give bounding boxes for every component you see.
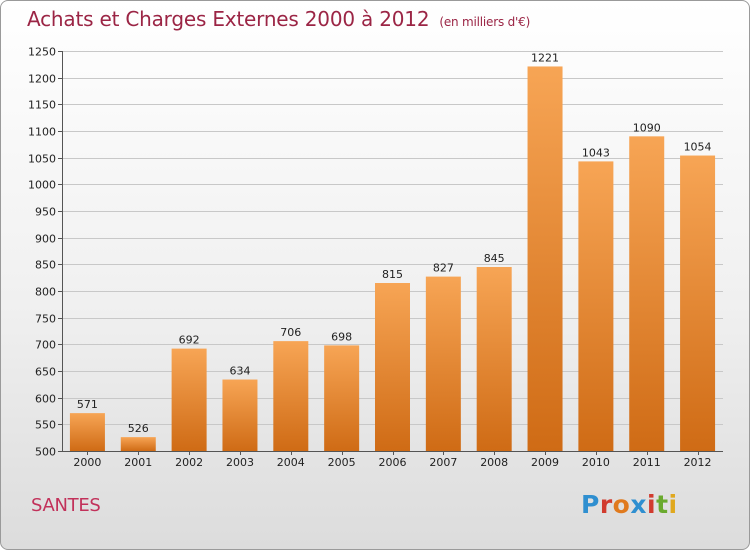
data-labels: 571 526 692 634 706 698 815 827 845 1221 1043 1090 1… [77, 51, 712, 435]
y-tick-label: 900 [35, 233, 56, 246]
bar [120, 437, 156, 451]
x-tick-label: 2009 [531, 456, 559, 469]
bar [680, 155, 716, 452]
y-tick-label: 850 [35, 259, 56, 272]
x-tick-label: 2001 [124, 456, 152, 469]
logo-letter: i [668, 490, 678, 519]
x-tick-label: 2004 [277, 456, 305, 469]
y-tick-label: 1100 [28, 126, 56, 139]
x-tick-label: 2008 [480, 456, 508, 469]
x-tick-label: 2006 [379, 456, 407, 469]
y-tick-label: 550 [35, 419, 56, 432]
y-tick-label: 800 [35, 286, 56, 299]
bar [629, 136, 665, 452]
bar [578, 161, 614, 451]
logo-letter: x [630, 490, 647, 519]
y-tick-label: 600 [35, 393, 56, 406]
logo-letter: i [647, 490, 657, 519]
bar [375, 283, 410, 451]
bar [273, 341, 309, 451]
city-name: SANTES [31, 495, 101, 516]
y-tick-label: 1150 [28, 99, 56, 112]
bar [527, 66, 563, 451]
x-tick-label: 2002 [175, 456, 203, 469]
bar [425, 276, 461, 451]
y-tick-label: 1250 [28, 46, 56, 59]
bars [69, 66, 716, 452]
chart-title: Achats et Charges Externes 2000 à 2012 (e… [27, 7, 530, 31]
data-label: 815 [382, 268, 403, 281]
y-tick-label: 650 [35, 366, 56, 379]
bar [69, 413, 105, 451]
y-tick-label: 1000 [28, 179, 56, 192]
data-label: 1054 [684, 141, 712, 154]
logo-letter: r [599, 490, 613, 519]
y-tick-label: 950 [35, 206, 56, 219]
logo-letter: o [612, 490, 631, 519]
y-tick-label: 1200 [28, 73, 56, 86]
y-tick-label: 1050 [28, 153, 56, 166]
chart-subtitle: (en milliers d'€) [439, 15, 531, 29]
x-tick-label: 2003 [226, 456, 254, 469]
logo-letter: t [656, 490, 669, 519]
x-tick-label: 2000 [73, 456, 101, 469]
data-label: 692 [179, 334, 200, 347]
logo-letter: P [581, 490, 600, 519]
data-label: 1090 [633, 121, 661, 134]
x-tick-label: 2011 [633, 456, 661, 469]
data-label: 827 [433, 262, 454, 275]
data-label: 526 [128, 422, 149, 435]
proxiti-logo: Proxiti [581, 490, 678, 519]
data-label: 1043 [582, 146, 610, 159]
bar [476, 267, 512, 451]
bar [222, 379, 258, 451]
data-label: 634 [229, 365, 250, 378]
data-label: 571 [77, 398, 98, 411]
y-tick-label: 500 [35, 446, 56, 459]
data-label: 698 [331, 330, 352, 343]
data-label: 1221 [531, 51, 559, 64]
y-tick-label: 700 [35, 339, 56, 352]
data-label: 845 [484, 252, 505, 265]
x-tick-label: 2005 [328, 456, 356, 469]
x-tick-label: 2010 [582, 456, 610, 469]
y-tick-label: 750 [35, 313, 56, 326]
x-tick-label: 2012 [684, 456, 712, 469]
axes: 500 550 600 650 700 750 800 850 900 950 1000 1050 11… [28, 46, 723, 469]
bar [171, 348, 207, 451]
x-tick-label: 2007 [429, 456, 457, 469]
data-label: 706 [280, 326, 301, 339]
bar [324, 345, 360, 451]
chart-title-text: Achats et Charges Externes 2000 à 2012 [27, 7, 430, 31]
